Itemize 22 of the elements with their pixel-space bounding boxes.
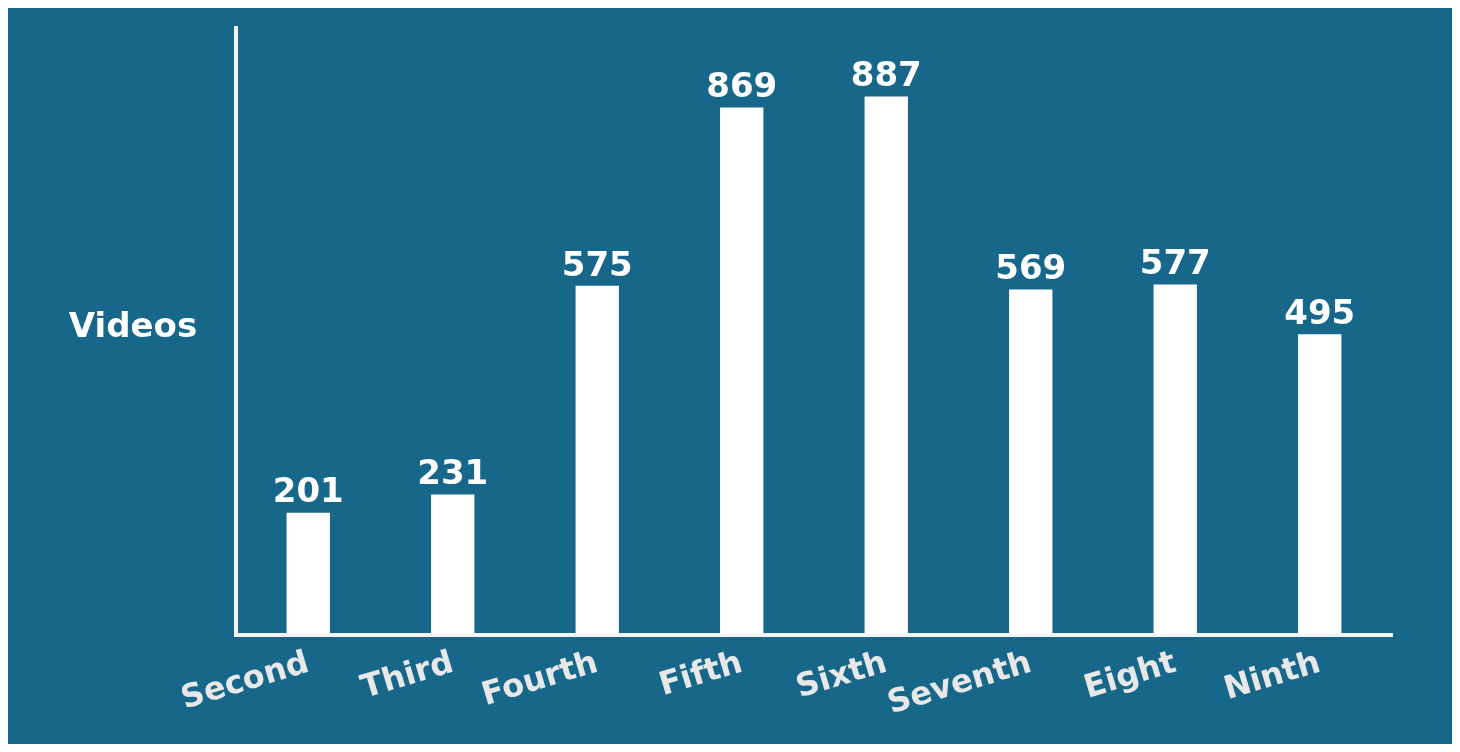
x-tick-label: Fifth [654, 642, 747, 703]
bar [720, 107, 764, 635]
data-label: 575 [561, 243, 633, 284]
data-label: 201 [272, 470, 344, 511]
bar [575, 285, 619, 635]
x-tick-label: Third [356, 642, 458, 706]
x-tick-label: Ninth [1219, 642, 1325, 707]
data-label: 231 [417, 452, 489, 493]
bar [286, 512, 330, 635]
bar [864, 96, 908, 635]
x-tick-label: Fourth [476, 642, 602, 713]
bar [1009, 289, 1053, 635]
bar [1153, 284, 1197, 635]
bar [431, 494, 475, 635]
x-tick-label: Eight [1079, 642, 1180, 706]
data-label: 887 [850, 54, 922, 95]
data-label: 495 [1284, 292, 1356, 333]
data-label: 577 [1139, 242, 1211, 283]
data-label: 569 [995, 247, 1067, 288]
y-axis-title: Videos [68, 304, 198, 345]
data-label: 869 [706, 65, 778, 106]
bar [1298, 334, 1342, 635]
